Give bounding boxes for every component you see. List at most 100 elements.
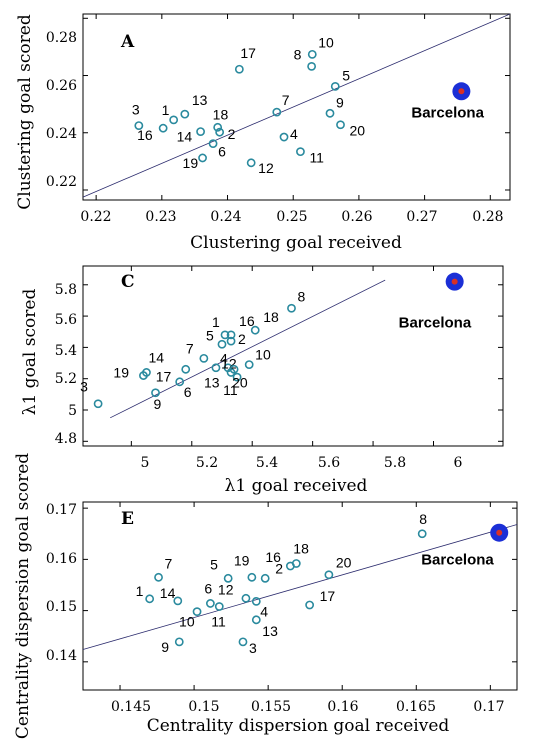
data-point-16 (226, 330, 236, 340)
point-label-14: 14 (177, 129, 193, 145)
x-tick-label: 0.16 (327, 699, 358, 715)
x-tick-label: 5.4 (256, 455, 278, 471)
point-label-2: 2 (228, 126, 236, 142)
data-point-4 (251, 596, 261, 606)
point-label-17: 17 (156, 368, 172, 384)
data-point-19 (198, 153, 207, 163)
data-point-7 (154, 572, 163, 582)
y-tick-label: 5.8 (55, 282, 77, 298)
fit-line (82, 13, 511, 198)
data-point-7 (272, 107, 282, 117)
x-axis-title: Centrality dispersion goal received (147, 716, 450, 736)
data-point-2 (260, 573, 270, 583)
data-point-18 (250, 325, 260, 335)
data-point-5 (330, 81, 340, 91)
data-point-9 (325, 108, 335, 118)
point-label-2: 2 (238, 331, 246, 347)
barcelona-label: Barcelona (421, 552, 494, 569)
y-tick-label: 5.6 (55, 312, 77, 328)
point-label-5: 5 (206, 327, 214, 343)
x-tick-label: 0.155 (251, 699, 291, 715)
data-point-19 (247, 572, 257, 582)
x-tick-label: 0.28 (472, 209, 503, 225)
point-label-16: 16 (265, 549, 281, 565)
point-label-19: 19 (234, 552, 250, 568)
panel-e-ticks: 0.145 0.15 0.155 0.16 0.165 0.17 0.14 0.… (46, 502, 505, 715)
point-label-11: 11 (309, 150, 324, 166)
x-tick-label: 0.22 (80, 209, 111, 225)
data-point-20 (229, 364, 239, 374)
point-label-10: 10 (318, 34, 334, 50)
x-axis-title: Clustering goal received (190, 233, 402, 253)
data-point-2 (215, 127, 225, 137)
data-point-17 (305, 600, 315, 610)
panel-c-ticks: 5 5.2 5.4 5.6 5.8 6 4.8 5 5.2 5.4 5.6 5.… (55, 282, 463, 471)
data-point-5 (223, 573, 233, 583)
x-axis-title: λ1 goal received (225, 476, 368, 496)
y-axis-title: Clustering goal scored (15, 14, 35, 210)
y-tick-label: 0.24 (46, 126, 77, 142)
point-label-10: 10 (255, 347, 271, 363)
data-point-3 (238, 637, 248, 647)
point-label-19: 19 (183, 155, 199, 171)
panel-e-letter: E (121, 509, 134, 529)
point-label-16: 16 (137, 127, 153, 143)
data-point-10 (307, 49, 317, 59)
y-axis-title: λ1 goal scored (20, 289, 40, 416)
point-label-2: 2 (275, 560, 283, 576)
point-label-1: 1 (212, 314, 220, 330)
x-tick-label: 0.27 (406, 209, 437, 225)
x-tick-label: 5.8 (384, 455, 406, 471)
point-label-9: 9 (161, 639, 169, 655)
data-point-1 (169, 115, 179, 125)
panel-a-letter: A (120, 32, 135, 52)
point-label-18: 18 (213, 106, 229, 122)
point-label-14: 14 (160, 585, 176, 601)
data-point-6 (208, 139, 218, 149)
data-point-17 (234, 64, 244, 74)
point-label-5: 5 (342, 67, 350, 83)
point-label-4: 4 (220, 351, 228, 367)
data-point-18 (213, 122, 223, 132)
point-label-7: 7 (282, 92, 290, 108)
data-point-11 (296, 147, 305, 157)
point-label-8: 8 (297, 288, 305, 304)
data-point-17 (181, 364, 191, 374)
point-label-13: 13 (192, 92, 208, 108)
point-label-6: 6 (218, 144, 226, 160)
data-point-8 (287, 303, 296, 313)
y-tick-label: 0.17 (46, 502, 77, 518)
point-label-10: 10 (179, 614, 195, 630)
barcelona-label: Barcelona (411, 104, 484, 121)
x-tick-label: 5.2 (196, 455, 218, 471)
point-label-1: 1 (136, 583, 144, 599)
point-label-20: 20 (350, 123, 366, 139)
data-point-10 (192, 607, 202, 617)
x-tick-label: 5.6 (318, 455, 340, 471)
data-point-13 (211, 363, 221, 373)
x-tick-label: 0.165 (396, 699, 436, 715)
barcelona-marker-center (496, 529, 503, 536)
point-label-18: 18 (293, 540, 309, 556)
point-label-13: 13 (262, 623, 278, 639)
data-point-3 (93, 399, 103, 409)
x-tick-label: 0.23 (145, 209, 176, 225)
point-label-12: 12 (221, 355, 237, 371)
data-point-1 (220, 330, 230, 340)
data-point-20 (324, 570, 334, 580)
panel-a-frame (82, 13, 511, 201)
point-label-11: 11 (211, 614, 226, 630)
panel-c: C 5 5.2 5.4 5.6 5.8 6 4.8 5 5.2 5.4 5.6 … (20, 265, 504, 496)
panel-a: A 0.22 0.23 0.24 0.25 0.26 0.27 0.28 0.2… (15, 13, 511, 253)
y-tick-label: 5 (68, 403, 77, 419)
point-label-12: 12 (218, 581, 234, 597)
data-point-18 (291, 559, 301, 568)
data-point-6 (205, 599, 215, 608)
data-point-12 (241, 593, 251, 603)
x-tick-label: 5 (141, 455, 150, 471)
point-label-17: 17 (240, 45, 256, 61)
data-point-1 (145, 594, 155, 604)
x-tick-label: 6 (454, 455, 463, 471)
